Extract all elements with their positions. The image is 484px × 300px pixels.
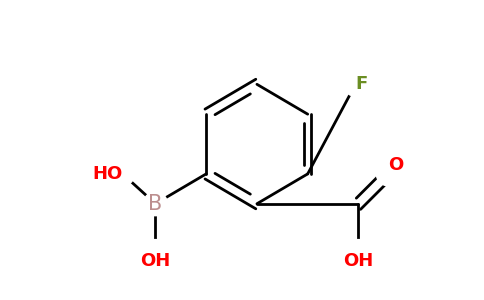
- Circle shape: [143, 240, 167, 263]
- Circle shape: [143, 192, 167, 216]
- Text: O: O: [388, 156, 404, 174]
- Circle shape: [347, 240, 370, 263]
- Text: B: B: [148, 194, 163, 214]
- Text: HO: HO: [92, 165, 122, 183]
- Circle shape: [344, 72, 367, 96]
- Circle shape: [377, 162, 400, 186]
- Text: F: F: [355, 75, 368, 93]
- Text: OH: OH: [343, 251, 374, 269]
- Text: OH: OH: [140, 251, 170, 269]
- Circle shape: [111, 162, 135, 186]
